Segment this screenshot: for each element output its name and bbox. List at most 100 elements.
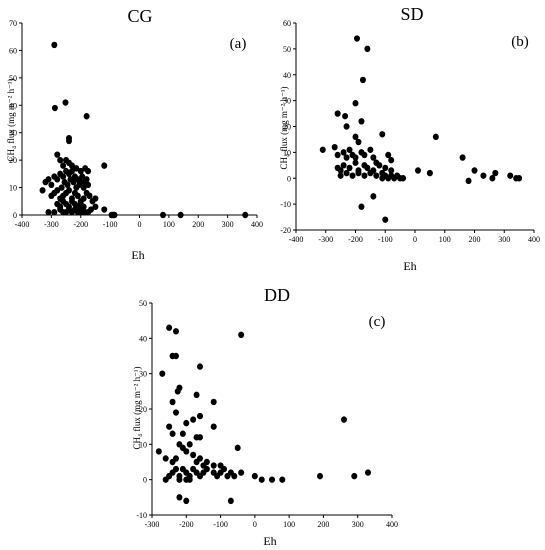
data-point bbox=[210, 398, 217, 406]
data-point bbox=[334, 151, 341, 159]
data-point bbox=[176, 476, 183, 483]
data-point bbox=[361, 172, 368, 179]
data-point bbox=[60, 173, 67, 180]
data-point bbox=[85, 167, 92, 175]
panel-label: (b) bbox=[511, 34, 529, 50]
data-point bbox=[155, 448, 162, 455]
data-point bbox=[86, 192, 93, 199]
data-point bbox=[54, 176, 61, 183]
data-point bbox=[355, 169, 362, 177]
data-point bbox=[48, 181, 55, 189]
data-point bbox=[352, 159, 359, 166]
x-tick-label: 0 bbox=[413, 235, 417, 244]
data-point bbox=[342, 112, 349, 120]
data-point bbox=[385, 151, 392, 159]
data-point bbox=[51, 41, 58, 49]
data-point bbox=[353, 35, 360, 42]
x-tick-label: -300 bbox=[44, 220, 59, 229]
data-point bbox=[352, 100, 359, 107]
data-point bbox=[186, 441, 193, 448]
data-point bbox=[351, 472, 358, 480]
data-point bbox=[359, 76, 366, 84]
data-point bbox=[358, 118, 365, 125]
data-point bbox=[169, 398, 176, 406]
data-point bbox=[85, 209, 92, 216]
data-point bbox=[480, 172, 487, 179]
data-point bbox=[373, 172, 380, 179]
data-point bbox=[68, 162, 75, 169]
data-point bbox=[258, 476, 265, 483]
x-tick-label: -300 bbox=[318, 235, 333, 244]
data-point bbox=[173, 352, 179, 360]
y-tick-label: 10 bbox=[9, 184, 17, 193]
data-point bbox=[465, 177, 472, 185]
x-tick-label: 400 bbox=[386, 520, 398, 529]
x-tick-label: 400 bbox=[251, 220, 263, 229]
data-point bbox=[68, 167, 75, 175]
data-point bbox=[173, 465, 179, 473]
y-tick-label: 10 bbox=[139, 440, 147, 449]
data-point bbox=[331, 144, 338, 151]
data-point bbox=[319, 146, 326, 153]
data-point bbox=[197, 455, 203, 462]
y-tick-label: 60 bbox=[283, 19, 291, 28]
data-point bbox=[169, 430, 176, 437]
x-tick-label: 100 bbox=[283, 520, 295, 529]
x-axis-label: Eh bbox=[263, 534, 276, 548]
y-tick-label: 50 bbox=[9, 74, 17, 83]
data-point bbox=[227, 497, 234, 505]
data-point bbox=[83, 176, 90, 183]
data-point bbox=[54, 151, 61, 158]
y-tick-label: 70 bbox=[9, 19, 17, 28]
y-tick-label: 10 bbox=[283, 148, 291, 157]
data-point bbox=[74, 192, 81, 199]
data-point bbox=[173, 455, 179, 462]
data-point bbox=[51, 104, 58, 112]
x-tick-label: 0 bbox=[138, 220, 142, 229]
data-point bbox=[179, 430, 186, 437]
data-point bbox=[197, 412, 203, 420]
y-tick-label: 0 bbox=[287, 174, 291, 183]
y-tick-label: 40 bbox=[283, 71, 291, 80]
x-tick-label: 0 bbox=[253, 520, 257, 529]
data-point bbox=[388, 156, 395, 164]
data-point bbox=[358, 203, 365, 210]
data-point bbox=[183, 497, 190, 505]
data-point bbox=[370, 193, 377, 200]
data-point bbox=[516, 175, 523, 182]
data-point bbox=[269, 476, 275, 483]
data-point bbox=[203, 465, 210, 473]
x-tick-label: 200 bbox=[317, 520, 329, 529]
data-point bbox=[197, 363, 203, 370]
data-point bbox=[173, 409, 179, 416]
y-axis-label: CH₄ flux (mg m⁻² h⁻¹) bbox=[279, 86, 289, 169]
data-point bbox=[364, 45, 371, 53]
data-point bbox=[376, 162, 383, 169]
data-point bbox=[66, 137, 72, 145]
data-point bbox=[166, 324, 173, 331]
panel-label: (a) bbox=[230, 36, 247, 52]
x-tick-label: -100 bbox=[103, 220, 118, 229]
data-point bbox=[197, 434, 203, 441]
y-tick-label: -20 bbox=[280, 226, 291, 235]
data-point bbox=[234, 444, 241, 452]
data-point bbox=[166, 423, 173, 430]
data-point bbox=[346, 164, 353, 172]
data-point bbox=[492, 169, 499, 177]
x-tick-label: -400 bbox=[289, 235, 304, 244]
data-point bbox=[77, 167, 84, 175]
data-point bbox=[51, 209, 58, 216]
data-point bbox=[459, 154, 466, 161]
data-point bbox=[58, 184, 65, 191]
x-tick-label: -100 bbox=[213, 520, 228, 529]
data-point bbox=[79, 173, 86, 180]
data-point bbox=[70, 178, 77, 186]
data-point bbox=[242, 211, 249, 219]
data-point bbox=[432, 133, 439, 141]
data-point bbox=[231, 472, 238, 480]
data-point bbox=[183, 448, 190, 455]
x-tick-label: 400 bbox=[528, 235, 540, 244]
chart-title: CG bbox=[127, 6, 152, 26]
x-tick-label: -200 bbox=[73, 220, 88, 229]
